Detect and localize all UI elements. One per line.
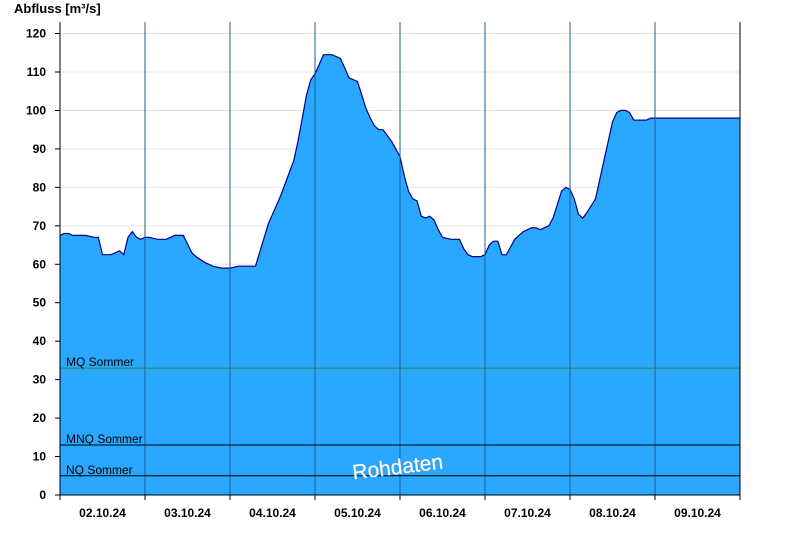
y-tick-label: 10: [33, 450, 47, 464]
y-tick-label: 30: [33, 373, 47, 387]
y-tick-label: 40: [33, 334, 47, 348]
reference-line-label: MQ Sommer: [66, 355, 134, 369]
x-tick-label: 08.10.24: [589, 506, 636, 520]
y-tick-label: 50: [33, 296, 47, 310]
reference-line-label: MNQ Sommer: [66, 432, 143, 446]
y-tick-label: 120: [26, 27, 46, 41]
x-tick-labels: 02.10.24 03.10.24 04.10.24 05.10.24 06.10.24…: [79, 506, 721, 520]
y-tick-label: 0: [39, 488, 46, 502]
y-tick-label: 70: [33, 219, 47, 233]
day-separator-lines: [144, 22, 656, 495]
y-tick-label: 90: [33, 142, 47, 156]
x-tick-label: 07.10.24: [504, 506, 551, 520]
reference-line-label: NQ Sommer: [66, 463, 133, 477]
y-tick-label: 110: [27, 65, 47, 79]
series-line: [59, 54, 740, 269]
y-axis-title: Abfluss [m³/s]: [14, 1, 101, 16]
y-tick-label: 100: [26, 103, 46, 117]
x-tick-label: 09.10.24: [674, 506, 721, 520]
y-tick-labels: 0 10 20 30 40 50 60 70 80 90 100 110 120: [26, 27, 46, 502]
reference-lines: MQ Sommer MNQ Sommer NQ Sommer: [60, 355, 740, 477]
y-tick-label: 80: [33, 180, 47, 194]
x-tick-label: 05.10.24: [334, 506, 381, 520]
x-tick-label: 04.10.24: [249, 506, 296, 520]
y-tick-label: 20: [33, 411, 47, 425]
x-tick-label: 06.10.24: [419, 506, 466, 520]
y-tick-label: 60: [33, 257, 47, 271]
axes: [55, 22, 741, 500]
x-tick-label: 02.10.24: [79, 506, 126, 520]
x-tick-label: 03.10.24: [164, 506, 211, 520]
